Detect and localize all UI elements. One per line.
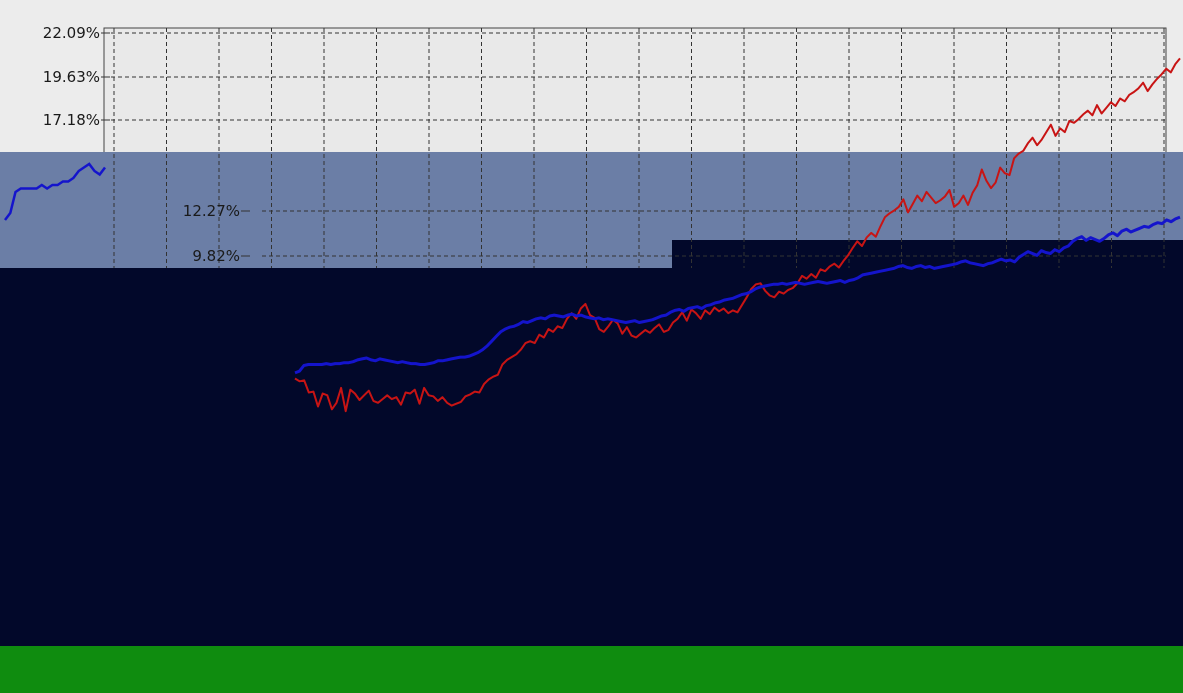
y-tick-label: 19.63% (43, 68, 100, 86)
footer-band (0, 646, 1183, 693)
series-line-1 (294, 215, 1181, 375)
series-line-mini (4, 162, 106, 221)
y-tick-label: 22.09% (43, 24, 100, 42)
mini-series (4, 162, 106, 221)
plot-area-top (103, 27, 1167, 155)
y-tick-label: 12.27% (183, 202, 240, 220)
series-lines (294, 57, 1181, 413)
lower-dark-area (0, 268, 1183, 648)
y-tick-label: 9.82% (192, 247, 240, 265)
middle-band-dark (672, 240, 1183, 270)
series-line-0 (294, 57, 1181, 413)
grid (104, 28, 1166, 268)
y-tick-label: 17.18% (43, 111, 100, 129)
y-axis-ticks: 22.09% 19.63% 17.18% 12.27% 9.82% (43, 24, 250, 265)
